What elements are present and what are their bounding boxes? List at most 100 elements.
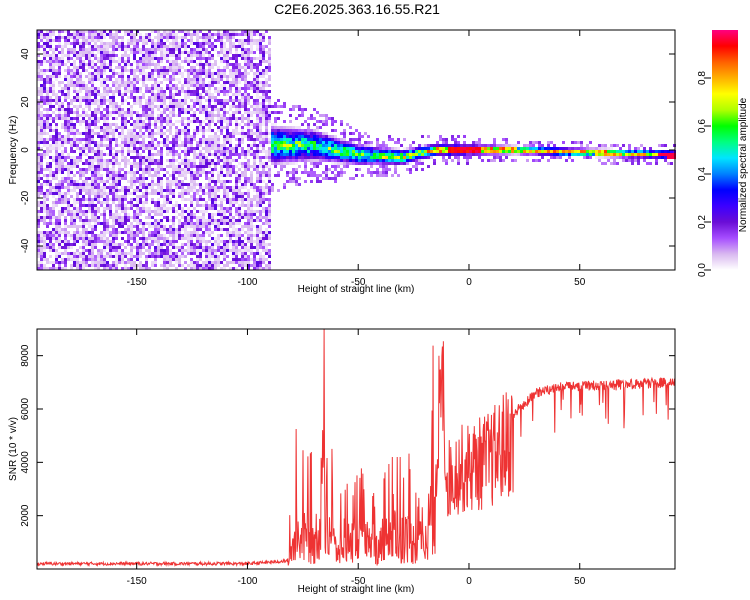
heatmap-cell <box>223 48 226 51</box>
heatmap-cell <box>136 66 139 69</box>
heatmap-cell <box>148 210 151 213</box>
heatmap-cell <box>97 264 100 267</box>
heatmap-cell <box>70 264 73 267</box>
heatmap-cell <box>265 228 268 231</box>
heatmap-cell <box>37 195 40 198</box>
heatmap-cell <box>175 72 178 75</box>
heatmap-cell <box>76 195 79 198</box>
heatmap-cell <box>94 87 97 90</box>
heatmap-cell <box>193 171 196 174</box>
heatmap-cell <box>112 42 115 45</box>
heatmap-cell <box>106 90 109 93</box>
heatmap-cell <box>259 105 262 108</box>
heatmap-cell <box>106 198 109 201</box>
heatmap-cell <box>262 99 265 102</box>
heatmap-cell <box>166 144 169 147</box>
heatmap-cell <box>112 129 115 132</box>
heatmap-cell <box>124 207 127 210</box>
heatmap-cell <box>157 57 160 60</box>
heatmap-cell <box>160 186 163 189</box>
heatmap-cell <box>157 132 160 135</box>
heatmap-cell <box>217 87 220 90</box>
heatmap-cell <box>175 267 178 270</box>
heatmap-cell <box>163 105 166 108</box>
heatmap-cell <box>214 240 217 243</box>
heatmap-cell <box>43 84 46 87</box>
heatmap-cell <box>202 237 205 240</box>
heatmap-cell <box>196 216 199 219</box>
heatmap-cell <box>268 267 271 270</box>
heatmap-cell <box>97 75 100 78</box>
heatmap-cell <box>112 96 115 99</box>
heatmap-cell <box>184 168 187 171</box>
heatmap-cell <box>208 216 211 219</box>
heatmap-cell <box>91 246 94 249</box>
heatmap-cell <box>286 132 289 135</box>
heatmap-cell <box>136 255 139 258</box>
heatmap-cell <box>286 144 289 147</box>
heatmap-cell <box>106 117 109 120</box>
heatmap-cell <box>280 141 283 144</box>
heatmap-cell <box>61 183 64 186</box>
heatmap-cell <box>136 69 139 72</box>
heatmap-cell <box>253 264 256 267</box>
heatmap-cell <box>181 234 184 237</box>
heatmap-cell <box>82 261 85 264</box>
heatmap-cell <box>250 120 253 123</box>
heatmap-cell <box>97 183 100 186</box>
heatmap-cell <box>130 90 133 93</box>
heatmap-cell <box>166 165 169 168</box>
heatmap-cell <box>112 240 115 243</box>
heatmap-cell <box>43 96 46 99</box>
heatmap-cell <box>67 57 70 60</box>
heatmap-cell <box>205 117 208 120</box>
heatmap-cell <box>202 72 205 75</box>
heatmap-cell <box>82 168 85 171</box>
heatmap-cell <box>64 228 67 231</box>
heatmap-cell <box>316 153 319 156</box>
heatmap-cell <box>58 186 61 189</box>
heatmap-cell <box>88 159 91 162</box>
heatmap-cell <box>268 243 271 246</box>
heatmap-cell <box>109 192 112 195</box>
heatmap-cell <box>142 132 145 135</box>
heatmap-cell <box>127 147 130 150</box>
heatmap-cell <box>265 243 268 246</box>
heatmap-cell <box>241 243 244 246</box>
heatmap-cell <box>94 33 97 36</box>
heatmap-cell <box>169 240 172 243</box>
heatmap-cell <box>151 111 154 114</box>
heatmap-cell <box>64 198 67 201</box>
heatmap-cell <box>184 90 187 93</box>
heatmap-cell <box>91 177 94 180</box>
heatmap-cell <box>232 42 235 45</box>
heatmap-cell <box>37 54 40 57</box>
heatmap-cell <box>163 93 166 96</box>
heatmap-cell <box>103 63 106 66</box>
heatmap-cell <box>40 90 43 93</box>
heatmap-cell <box>232 57 235 60</box>
heatmap-cell <box>304 138 307 141</box>
heatmap-cell <box>40 138 43 141</box>
heatmap-cell <box>157 192 160 195</box>
heatmap-cell <box>289 156 292 159</box>
heatmap-cell <box>184 102 187 105</box>
heatmap-cell <box>115 156 118 159</box>
heatmap-cell <box>160 36 163 39</box>
heatmap-cell <box>250 207 253 210</box>
heatmap-cell <box>145 99 148 102</box>
heatmap-cell <box>121 177 124 180</box>
heatmap-cell <box>241 135 244 138</box>
heatmap-cell <box>67 258 70 261</box>
heatmap-cell <box>67 60 70 63</box>
heatmap-cell <box>316 141 319 144</box>
heatmap-cell <box>169 201 172 204</box>
heatmap-cell <box>262 48 265 51</box>
heatmap-cell <box>70 84 73 87</box>
heatmap-cell <box>166 123 169 126</box>
heatmap-cell <box>46 195 49 198</box>
heatmap-cell <box>154 189 157 192</box>
heatmap-cell <box>238 33 241 36</box>
heatmap-cell <box>193 69 196 72</box>
heatmap-cell <box>241 204 244 207</box>
